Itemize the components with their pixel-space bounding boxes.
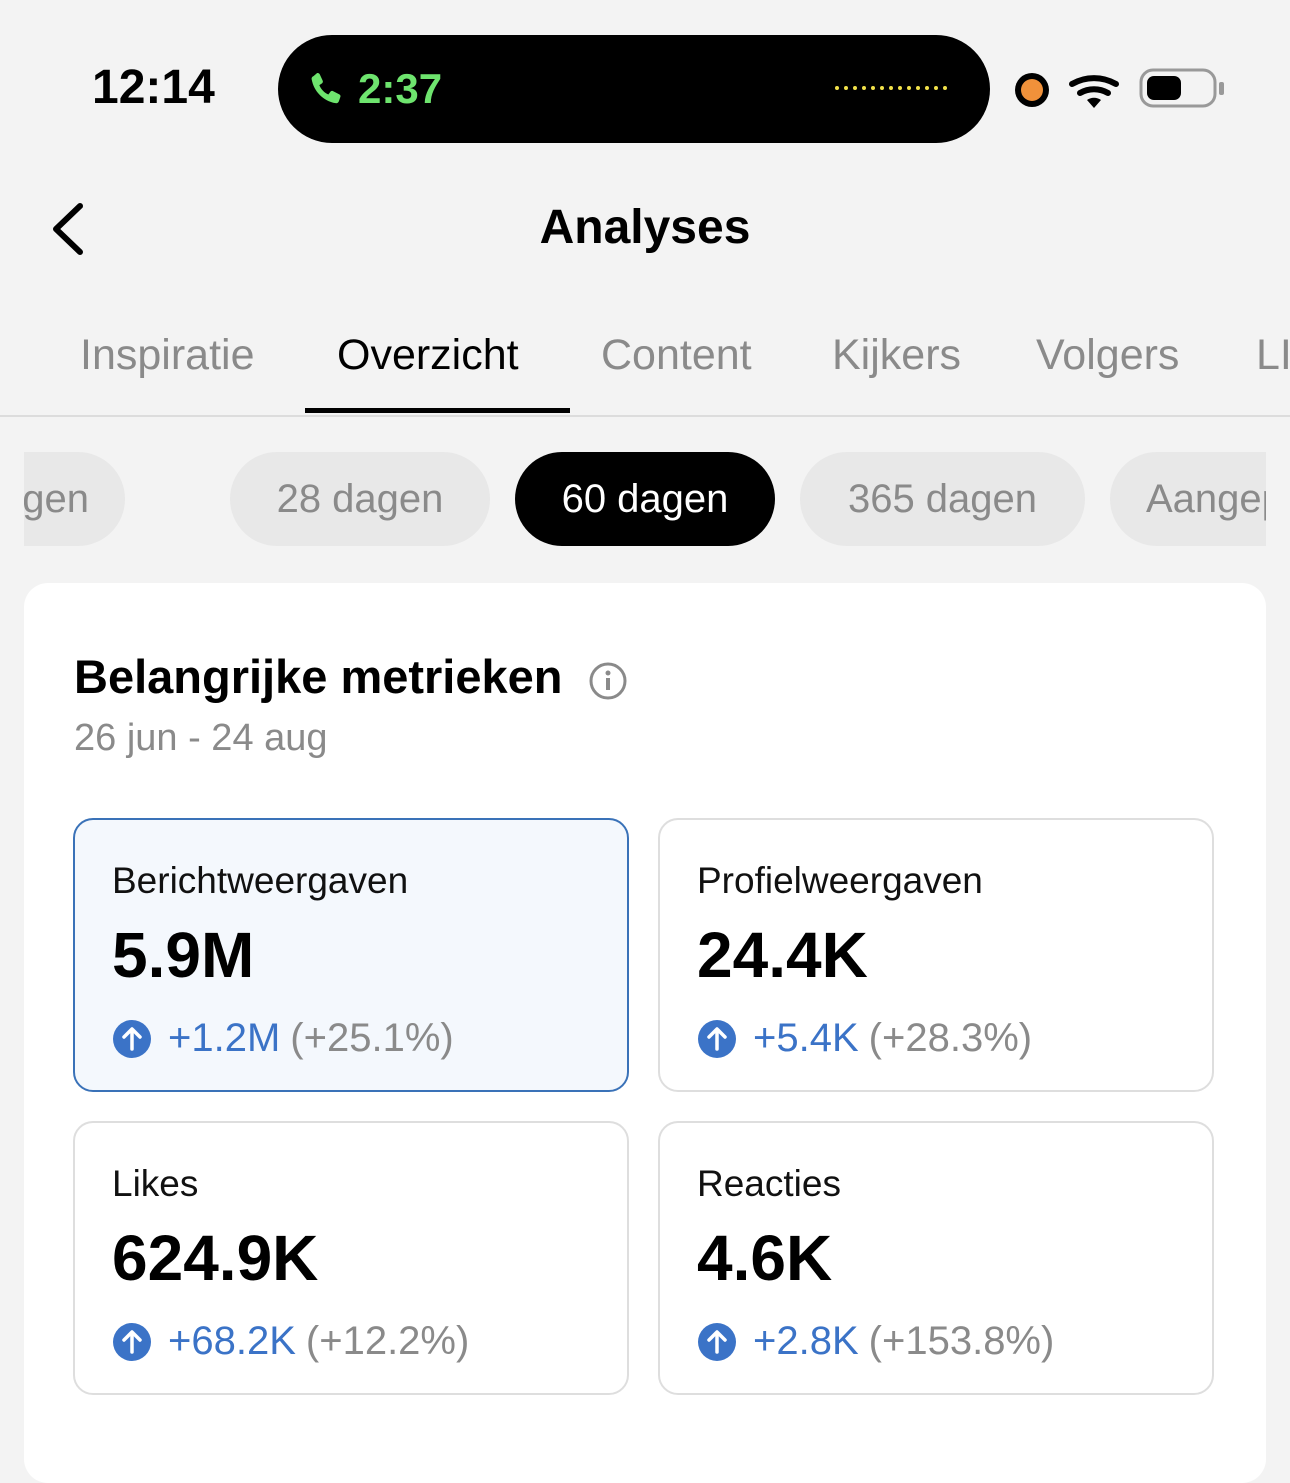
period-chip[interactable]: Aangepast	[1110, 452, 1266, 546]
change-percent: (+153.8%)	[868, 1319, 1055, 1363]
tab[interactable]: Volgers	[1036, 331, 1180, 379]
change-percent: (+25.1%)	[290, 1016, 454, 1060]
metric-tile[interactable]: Likes 624.9K +68.2K (+12.2%)	[73, 1121, 629, 1395]
phone-icon	[311, 72, 341, 104]
metric-change: +68.2K (+12.2%)	[112, 1319, 469, 1364]
metric-label: Reacties	[697, 1163, 841, 1204]
metric-value: 5.9M	[112, 919, 255, 991]
call-time: 2:37	[358, 65, 443, 112]
metric-tile[interactable]: Berichtweergaven 5.9M +1.2M (+25.1%)	[73, 818, 629, 1092]
change-value: +5.4K	[753, 1016, 859, 1060]
metric-value: 24.4K	[697, 919, 868, 991]
tab-bar: Inspiratie Overzicht Content Kijkers Volgers…	[0, 325, 1290, 417]
back-button[interactable]	[48, 202, 88, 256]
card-title-text: Belangrijke metrieken	[74, 650, 563, 703]
metric-tile[interactable]: Reacties 4.6K +2.8K (+153.8%)	[658, 1121, 1214, 1395]
period-chips: 7 dagen 28 dagen 60 dagen 365 dagen Aangepas…	[24, 452, 1266, 546]
date-range: 26 jun - 24 aug	[74, 717, 328, 759]
change-value: +68.2K	[168, 1319, 296, 1363]
up-icon	[113, 1019, 151, 1058]
change-percent: (+28.3%)	[868, 1016, 1033, 1060]
period-chip[interactable]: 60 dagen	[515, 452, 775, 546]
metric-change: +1.2M (+25.1%)	[112, 1016, 454, 1061]
change-value: +1.2M	[168, 1016, 281, 1060]
up-icon	[113, 1322, 151, 1361]
page-title: Analyses	[539, 201, 751, 254]
info-icon[interactable]	[588, 661, 628, 701]
status-time: 12:14	[92, 61, 215, 114]
metric-change: +2.8K (+153.8%)	[697, 1319, 1054, 1364]
period-chip[interactable]: 365 dagen	[800, 452, 1085, 546]
change-value: +2.8K	[753, 1319, 859, 1363]
tab-underline	[305, 408, 570, 413]
metric-change: +5.4K (+28.3%)	[697, 1016, 1032, 1061]
tab[interactable]: LIVE	[1256, 331, 1290, 379]
metrics-card: Belangrijke metrieken 26 jun - 24 aug Be…	[24, 583, 1266, 1483]
status-icons	[1015, 68, 1224, 108]
up-icon	[698, 1019, 736, 1058]
tab[interactable]: Overzicht	[337, 331, 519, 379]
metric-value: 624.9K	[112, 1222, 319, 1294]
period-chip[interactable]: 28 dagen	[230, 452, 490, 546]
tab[interactable]: Inspiratie	[80, 331, 255, 379]
metric-tile[interactable]: Profielweergaven 24.4K +5.4K (+28.3%)	[658, 818, 1214, 1092]
dynamic-island[interactable]: 2:37	[278, 35, 990, 143]
change-percent: (+12.2%)	[305, 1319, 470, 1363]
metric-label: Likes	[112, 1163, 199, 1204]
audio-dots	[835, 86, 947, 90]
tab[interactable]: Content	[601, 331, 752, 379]
card-title: Belangrijke metrieken	[74, 649, 628, 704]
period-chip[interactable]: 7 dagen	[24, 452, 125, 546]
metric-label: Profielweergaven	[697, 860, 983, 901]
tab[interactable]: Kijkers	[832, 331, 962, 379]
up-icon	[698, 1322, 736, 1361]
metric-label: Berichtweergaven	[112, 860, 409, 901]
screen: 12:14 2:37 Analyses Inspiratie Overzicht C…	[0, 35, 1290, 1483]
metric-value: 4.6K	[697, 1222, 833, 1294]
